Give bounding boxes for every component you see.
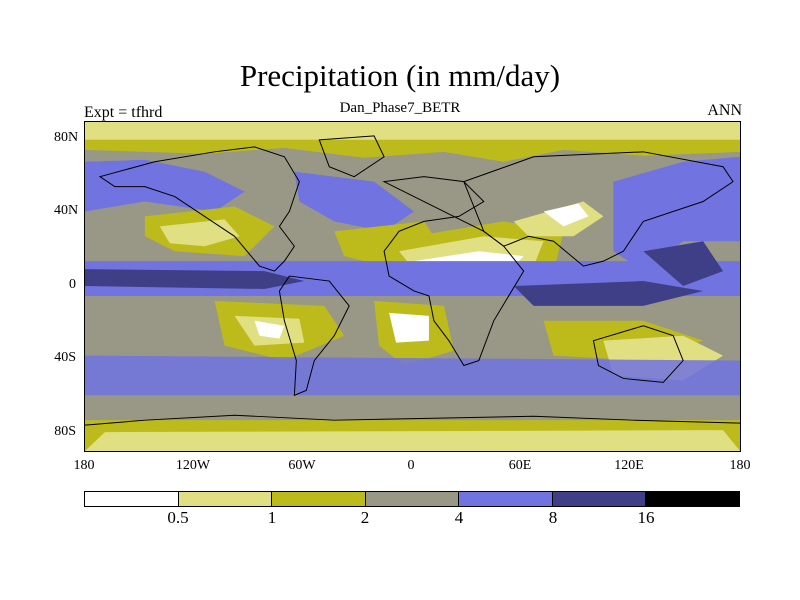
colorbar-label-2: 2 xyxy=(360,508,370,527)
southern-ocean xyxy=(85,395,740,421)
colorbar xyxy=(84,491,740,507)
wpac-monsoon-dark xyxy=(643,241,724,287)
coast-greenland xyxy=(318,135,385,178)
coast-antarctica xyxy=(85,414,740,426)
x-tick-180w: 180 xyxy=(73,458,95,473)
y-tick-40s: 40S xyxy=(54,350,76,365)
coastlines xyxy=(85,135,740,426)
colorbar-label-0.5: 0.5 xyxy=(167,508,189,527)
plot-subtitle: Dan_Phase7_BETR xyxy=(339,100,461,116)
colorbar-seg-6 xyxy=(646,492,740,506)
coast-north-america xyxy=(98,146,300,272)
coast-asia xyxy=(463,151,734,267)
colorbar-seg-1 xyxy=(178,492,273,506)
x-tick-180e: 180 xyxy=(729,458,751,473)
itcz-pacific-dark xyxy=(85,269,305,289)
plot-title: Precipitation (in mm/day) xyxy=(239,58,561,93)
y-tick-80s: 80S xyxy=(54,424,76,439)
coast-australia xyxy=(592,325,684,383)
southern-storm-track xyxy=(85,355,740,396)
season-label: ANN xyxy=(707,102,742,119)
x-tick-60e: 60E xyxy=(508,458,532,473)
maritime-continent-dark xyxy=(513,281,704,306)
nwpac-storm-track xyxy=(613,156,740,272)
colorbar-seg-0 xyxy=(85,492,179,506)
arctic-band xyxy=(85,122,740,140)
sepac-dry-core xyxy=(254,320,285,339)
colorbar-seg-4 xyxy=(459,492,553,506)
experiment-label: Expt = tfhrd xyxy=(84,104,163,121)
seatl-dry-core xyxy=(389,312,429,343)
central-asia-core xyxy=(543,203,589,227)
colorbar-seg-3 xyxy=(365,492,460,506)
x-tick-0: 0 xyxy=(407,458,415,473)
npac-storm-track xyxy=(85,159,245,212)
coast-south-america xyxy=(278,275,350,397)
colorbar-seg-2 xyxy=(272,492,366,506)
x-tick-60w: 60W xyxy=(288,458,316,473)
colorbar-seg-5 xyxy=(552,492,647,506)
colorbar-label-16: 16 xyxy=(637,508,655,527)
antarctic-interior xyxy=(85,430,740,451)
colorbar-label-1: 1 xyxy=(267,508,277,527)
y-tick-80n: 80N xyxy=(54,130,79,145)
x-tick-120e: 120E xyxy=(614,458,644,473)
map-panel xyxy=(84,121,741,452)
y-tick-eq: 0 xyxy=(69,277,76,292)
colorbar-label-8: 8 xyxy=(548,508,558,527)
precipitation-map xyxy=(85,122,740,451)
coast-europe-africa xyxy=(382,176,525,367)
subarctic-band xyxy=(85,139,740,162)
natl-storm-track xyxy=(294,171,414,232)
x-tick-120w: 120W xyxy=(175,458,211,473)
colorbar-label-4: 4 xyxy=(454,508,464,527)
y-tick-40n: 40N xyxy=(54,203,79,218)
